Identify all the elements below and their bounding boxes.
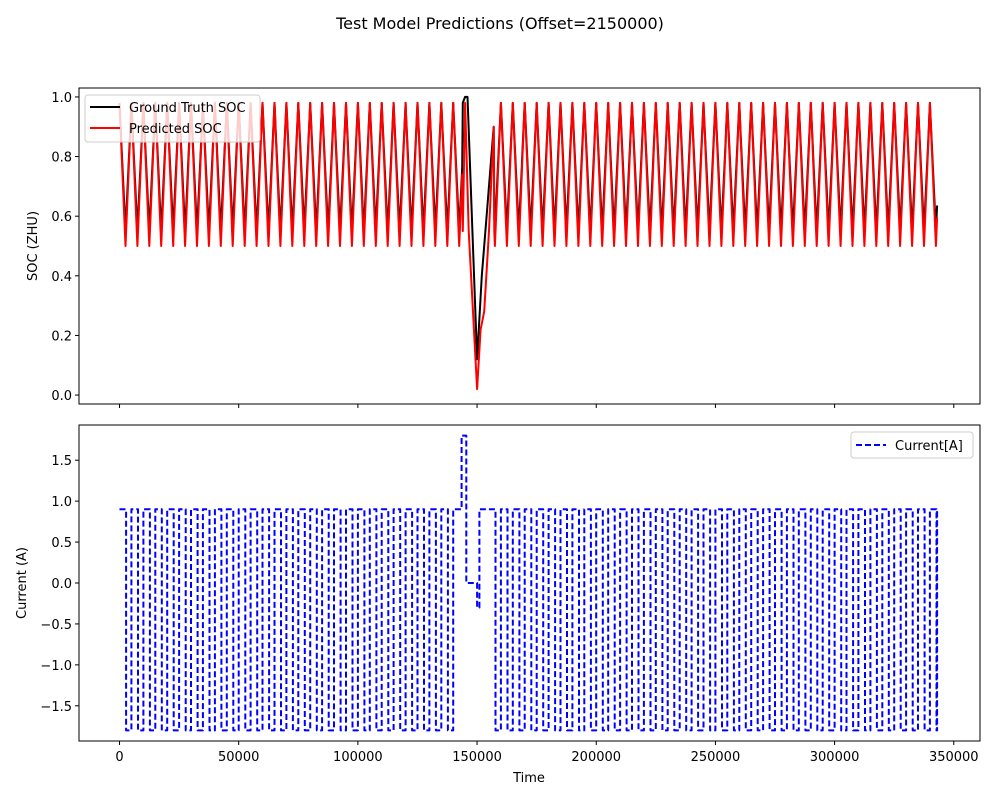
soc-y-tick-label: 0.4 xyxy=(51,270,72,285)
current-y-tick-label: −0.5 xyxy=(40,618,72,633)
current-y-axis-label: Current (A) xyxy=(15,547,30,619)
current-x-tick-label: 0 xyxy=(115,750,123,765)
soc-y-tick-label: 0.0 xyxy=(51,389,72,404)
soc-y-axis-label: SOC (ZHU) xyxy=(26,211,41,281)
current-y-tick-label: 1.0 xyxy=(51,495,72,510)
current-x-tick-label: 200000 xyxy=(571,750,621,765)
soc-legend-box xyxy=(84,94,261,143)
x-axis-label: Time xyxy=(512,771,545,786)
current-x-tick-label: 300000 xyxy=(810,750,860,765)
soc-y-tick-label: 0.8 xyxy=(51,151,72,166)
current-x-tick-label: 50000 xyxy=(218,750,259,765)
current-x-tick-label: 250000 xyxy=(691,750,741,765)
current-x-ticks: 0 50000 100000 150000 200000 250000 300000 3500… xyxy=(115,741,979,765)
current-y-tick-label: 0.0 xyxy=(51,577,72,592)
figure-title: Test Model Predictions (Offset=2150000) xyxy=(335,14,664,33)
current-y-tick-label: 0.5 xyxy=(51,536,72,551)
soc-x-ticks xyxy=(119,404,955,408)
soc-axes-frame xyxy=(78,87,981,405)
current-y-tick-label: 1.5 xyxy=(51,454,72,469)
soc-y-tick-label: 0.2 xyxy=(51,329,72,344)
legend-label-predicted: Predicted SOC xyxy=(129,122,222,137)
current-legend: Current[A] xyxy=(850,431,974,459)
current-y-tick-label: −1.5 xyxy=(40,700,72,715)
legend-label-current: Current[A] xyxy=(895,439,963,454)
current-x-tick-label: 350000 xyxy=(929,750,979,765)
soc-y-tick-label: 1.0 xyxy=(51,91,72,106)
current-x-tick-label: 150000 xyxy=(452,750,502,765)
soc-y-tick-label: 0.6 xyxy=(51,210,72,225)
current-y-ticks: −1.5 −1.0 −0.5 0.0 0.5 1.0 1.5 xyxy=(40,454,79,715)
legend-label-ground-truth: Ground Truth SOC xyxy=(129,101,246,116)
current-series-group xyxy=(119,434,939,732)
current-x-tick-label: 100000 xyxy=(333,750,383,765)
current-panel: −1.5 −1.0 −0.5 0.0 0.5 1.0 1.5 0 50000 100000 150… xyxy=(15,424,981,786)
soc-legend: Ground Truth SOC Predicted SOC xyxy=(84,94,261,143)
current-legend-box xyxy=(850,431,974,459)
current-line xyxy=(119,434,939,732)
current-y-tick-label: −1.0 xyxy=(40,659,72,674)
soc-y-ticks: 0.0 0.2 0.4 0.6 0.8 1.0 xyxy=(51,91,79,404)
soc-panel: 0.0 0.2 0.4 0.6 0.8 1.0 SOC (ZHU) Ground Trut… xyxy=(26,87,981,408)
